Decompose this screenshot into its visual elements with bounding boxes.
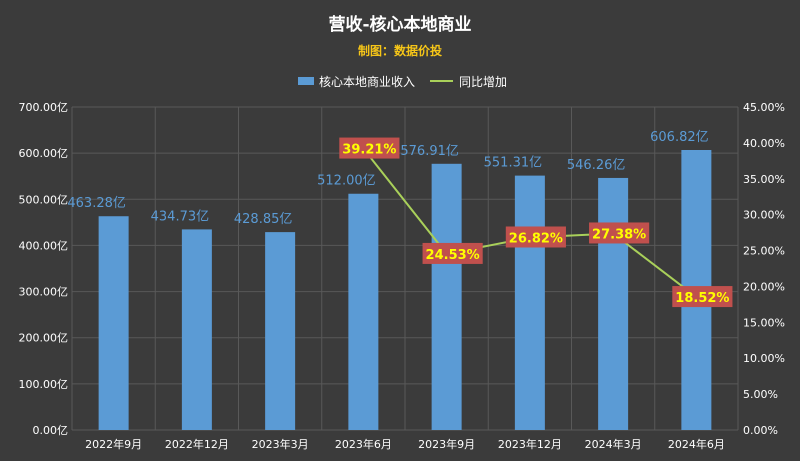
bar-value-label: 546.26亿 bbox=[567, 158, 626, 173]
y-left-tick-label: 700.00亿 bbox=[19, 101, 69, 114]
y-right-tick-label: 5.00% bbox=[743, 388, 778, 401]
legend: 核心本地商业收入 同比增加 bbox=[298, 74, 507, 89]
bar-value-label: 551.31亿 bbox=[484, 156, 543, 171]
y-left-tick-label: 200.00亿 bbox=[19, 332, 69, 345]
x-tick-label: 2024年6月 bbox=[668, 437, 725, 451]
line-value-label: 26.82% bbox=[505, 226, 566, 248]
y-axis-left: 0.00亿 100.00亿 200.00亿 300.00亿 400.00亿 500.00亿… bbox=[19, 101, 69, 437]
y-right-tick-label: 0.00% bbox=[743, 424, 778, 437]
y-right-tick-label: 20.00% bbox=[743, 280, 785, 293]
line-label-box bbox=[589, 222, 650, 244]
bar-data-labels: 463.28亿 434.73亿 428.85亿 512.00亿 576.91亿 551.3… bbox=[67, 130, 708, 227]
line-label-box bbox=[505, 226, 566, 248]
bar bbox=[181, 229, 212, 430]
y-right-tick-label: 30.00% bbox=[743, 209, 785, 222]
bar-series bbox=[98, 149, 712, 430]
bar-value-label: 576.91亿 bbox=[400, 144, 459, 159]
x-tick-label: 2024年3月 bbox=[585, 437, 642, 451]
y-right-tick-label: 25.00% bbox=[743, 245, 785, 258]
line-value-label: 18.52% bbox=[672, 286, 733, 308]
y-right-tick-label: 10.00% bbox=[743, 352, 785, 365]
y-left-tick-label: 300.00亿 bbox=[19, 286, 69, 299]
bar-value-label: 463.28亿 bbox=[67, 196, 126, 211]
bar bbox=[431, 163, 462, 430]
chart-title: 营收-核心本地商业 bbox=[328, 14, 471, 35]
x-tick-label: 2022年12月 bbox=[165, 437, 229, 451]
bar-value-label: 428.85亿 bbox=[234, 212, 293, 227]
line-value-label: 24.53% bbox=[422, 242, 483, 264]
line-label-box bbox=[672, 286, 733, 308]
legend-bar-label: 核心本地商业收入 bbox=[319, 74, 415, 89]
bar-value-label: 434.73亿 bbox=[151, 209, 210, 224]
legend-line-label: 同比增加 bbox=[459, 75, 507, 89]
line-data-labels: 39.21% 24.53% 26.82% 27.38% 18.52% bbox=[339, 137, 733, 308]
y-left-tick-label: 100.00亿 bbox=[19, 378, 69, 391]
line-label-box bbox=[339, 137, 400, 159]
line-label-text: 26.82% bbox=[509, 231, 563, 246]
y-right-tick-label: 40.00% bbox=[743, 137, 785, 150]
y-left-tick-label: 400.00亿 bbox=[19, 239, 69, 252]
line-label-box bbox=[422, 242, 483, 264]
legend-bar-swatch bbox=[298, 77, 314, 85]
x-tick-label: 2022年9月 bbox=[85, 437, 142, 451]
x-axis: 2022年9月 2022年12月 2023年3月 2023年6月 2023年9月 2023… bbox=[85, 437, 725, 451]
y-right-tick-label: 45.00% bbox=[743, 101, 785, 114]
line-label-text: 27.38% bbox=[592, 227, 646, 242]
y-right-tick-label: 15.00% bbox=[743, 316, 785, 329]
y-left-tick-label: 600.00亿 bbox=[19, 147, 69, 160]
y-left-tick-label: 0.00亿 bbox=[33, 424, 69, 437]
y-axis-right: 0.00% 5.00% 10.00% 15.00% 20.00% 25.00% 30.00%… bbox=[743, 101, 785, 437]
line-label-text: 39.21% bbox=[342, 143, 396, 158]
x-tick-label: 2023年12月 bbox=[498, 437, 562, 451]
bar bbox=[265, 232, 296, 430]
line-label-text: 18.52% bbox=[675, 291, 729, 306]
x-tick-label: 2023年6月 bbox=[335, 437, 392, 451]
bar bbox=[98, 216, 129, 430]
line-value-label: 39.21% bbox=[339, 137, 400, 159]
bar-value-label: 606.82亿 bbox=[650, 130, 709, 145]
line-label-text: 24.53% bbox=[426, 248, 480, 263]
bar-value-label: 512.00亿 bbox=[317, 174, 376, 189]
x-tick-label: 2023年3月 bbox=[252, 437, 309, 451]
line-value-label: 27.38% bbox=[589, 222, 650, 244]
y-right-tick-label: 35.00% bbox=[743, 173, 785, 186]
bar bbox=[514, 175, 545, 430]
chart-subtitle: 制图：数据价投 bbox=[358, 43, 442, 58]
bar bbox=[348, 193, 379, 430]
bar bbox=[598, 177, 629, 430]
x-tick-label: 2023年9月 bbox=[418, 437, 475, 451]
y-left-tick-label: 500.00亿 bbox=[19, 193, 69, 206]
